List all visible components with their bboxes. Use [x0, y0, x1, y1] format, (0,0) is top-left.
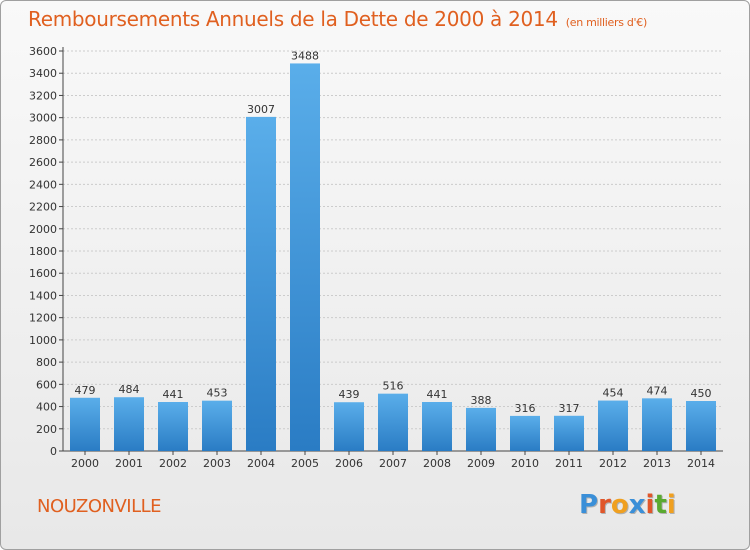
y-tick-label: 3200: [29, 89, 57, 102]
logo-letter: t: [654, 490, 667, 520]
bar: [202, 400, 232, 451]
x-tick-label: 2010: [511, 457, 539, 470]
data-label: 317: [559, 402, 580, 415]
y-tick-label: 2200: [29, 201, 57, 214]
data-label: 3007: [247, 103, 275, 116]
data-label: 450: [691, 387, 712, 400]
bar: [422, 402, 452, 451]
y-tick-label: 600: [36, 378, 57, 391]
chart-title: Remboursements Annuels de la Dette de 20…: [28, 7, 647, 31]
x-tick-label: 2003: [203, 457, 231, 470]
x-tick-label: 2002: [159, 457, 187, 470]
data-label: 388: [471, 394, 492, 407]
x-tick-label: 2012: [599, 457, 627, 470]
y-tick-label: 1000: [29, 334, 57, 347]
x-tick-label: 2000: [71, 457, 99, 470]
logo-letter: o: [610, 490, 629, 520]
bar: [510, 415, 540, 451]
chart-title-text: Remboursements Annuels de la Dette de 20…: [28, 7, 558, 31]
data-label: 441: [163, 388, 184, 401]
y-tick-label: 1800: [29, 245, 57, 258]
bar: [70, 397, 100, 451]
bar: [598, 400, 628, 451]
bar: [554, 415, 584, 451]
unit-label: (en milliers d'€): [565, 16, 647, 29]
logo-letter: r: [598, 490, 611, 520]
x-tick-label: 2001: [115, 457, 143, 470]
x-tick-label: 2008: [423, 457, 451, 470]
y-tick-label: 0: [50, 445, 57, 458]
data-label: 3488: [291, 49, 319, 62]
data-label: 454: [603, 387, 624, 400]
bar: [378, 393, 408, 451]
data-label: 474: [647, 384, 668, 397]
data-label: 441: [427, 388, 448, 401]
logo-letter: x: [628, 490, 646, 520]
x-tick-label: 2005: [291, 457, 319, 470]
bar: [686, 401, 716, 451]
x-tick-label: 2013: [643, 457, 671, 470]
y-tick-label: 2600: [29, 156, 57, 169]
bar: [642, 398, 672, 451]
y-tick-label: 2800: [29, 134, 57, 147]
y-tick-label: 1600: [29, 267, 57, 280]
bar: [114, 397, 144, 451]
bar: [466, 407, 496, 451]
city-name: NOUZONVILLE: [37, 496, 162, 517]
data-label: 453: [207, 387, 228, 400]
data-label: 516: [383, 380, 404, 393]
y-tick-label: 3000: [29, 112, 57, 125]
x-tick-label: 2007: [379, 457, 407, 470]
y-tick-label: 400: [36, 401, 57, 414]
y-tick-label: 2000: [29, 223, 57, 236]
data-label: 316: [515, 402, 536, 415]
x-tick-label: 2011: [555, 457, 583, 470]
y-tick-label: 800: [36, 356, 57, 369]
logo-letter: i: [645, 490, 655, 520]
x-tick-label: 2009: [467, 457, 495, 470]
bar: [158, 402, 188, 451]
data-label: 439: [339, 388, 360, 401]
data-label: 479: [75, 384, 96, 397]
data-label: 484: [119, 383, 140, 396]
logo-letter: i: [666, 490, 676, 520]
bar: [290, 63, 320, 451]
y-tick-label: 200: [36, 423, 57, 436]
y-tick-label: 1400: [29, 289, 57, 302]
x-tick-label: 2006: [335, 457, 363, 470]
y-tick-label: 2400: [29, 178, 57, 191]
y-tick-label: 3400: [29, 67, 57, 80]
y-tick-label: 3600: [29, 45, 57, 58]
x-tick-label: 2004: [247, 457, 275, 470]
y-tick-label: 1200: [29, 312, 57, 325]
bar: [246, 116, 276, 451]
x-tick-label: 2014: [687, 457, 715, 470]
bar: [334, 402, 364, 451]
logo-letter: P: [579, 490, 599, 520]
